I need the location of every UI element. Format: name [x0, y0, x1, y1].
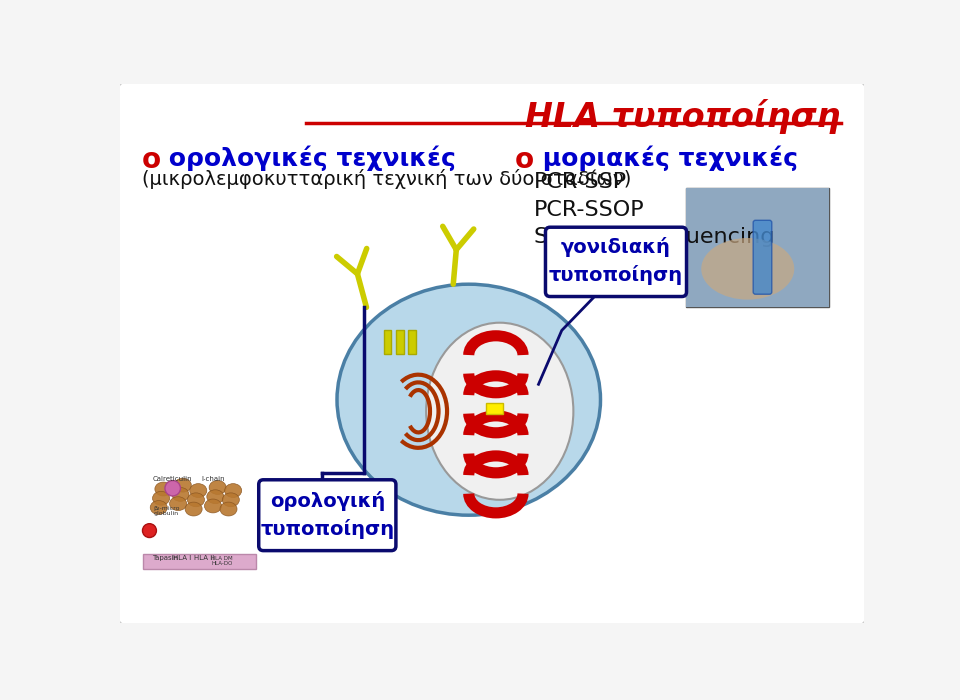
FancyBboxPatch shape: [383, 330, 392, 354]
Ellipse shape: [187, 493, 204, 507]
Ellipse shape: [155, 482, 172, 496]
Text: PCR-SSOP: PCR-SSOP: [534, 199, 644, 220]
Text: (μικρολεμφοκυτταρική τεχνική των δύο σταδίων): (μικρολεμφοκυτταρική τεχνική των δύο στα…: [142, 169, 631, 189]
Text: o: o: [142, 146, 161, 174]
Text: HLA τυποποίηση: HLA τυποποίηση: [525, 99, 841, 134]
Ellipse shape: [701, 238, 794, 300]
Ellipse shape: [165, 480, 180, 496]
Ellipse shape: [190, 484, 206, 498]
FancyBboxPatch shape: [545, 228, 686, 297]
Text: SBT- DNA sequencing: SBT- DNA sequencing: [534, 228, 774, 247]
Text: μοριακές τεχνικές: μοριακές τεχνικές: [534, 146, 798, 171]
Ellipse shape: [225, 484, 242, 498]
Ellipse shape: [220, 502, 237, 516]
FancyBboxPatch shape: [486, 402, 503, 414]
Ellipse shape: [142, 524, 156, 538]
Text: PCR-SSP: PCR-SSP: [534, 172, 627, 192]
Text: ορολογική
τυποποίηση: ορολογική τυποποίηση: [260, 491, 395, 539]
Text: ορολογικές τεχνικές: ορολογικές τεχνικές: [160, 146, 456, 171]
Text: HLA I: HLA I: [173, 555, 191, 561]
Ellipse shape: [153, 491, 170, 505]
Text: β₂-micro
globulin: β₂-micro globulin: [154, 506, 180, 516]
Text: HLA II: HLA II: [194, 555, 214, 561]
Text: Calreticulin: Calreticulin: [153, 475, 192, 482]
FancyBboxPatch shape: [118, 83, 866, 624]
Ellipse shape: [175, 478, 191, 492]
FancyBboxPatch shape: [259, 480, 396, 551]
Ellipse shape: [172, 487, 189, 501]
FancyBboxPatch shape: [143, 554, 255, 569]
FancyBboxPatch shape: [685, 188, 829, 307]
Text: I-chain: I-chain: [202, 475, 225, 482]
Text: γονιδιακή
τυποποίηση: γονιδιακή τυποποίηση: [549, 237, 684, 285]
Ellipse shape: [150, 500, 167, 514]
FancyBboxPatch shape: [685, 188, 829, 307]
Ellipse shape: [185, 502, 203, 516]
Ellipse shape: [223, 493, 239, 507]
Ellipse shape: [426, 323, 573, 500]
Text: HLA DM
HLA-DO: HLA DM HLA-DO: [211, 556, 233, 566]
FancyBboxPatch shape: [754, 220, 772, 294]
Ellipse shape: [206, 490, 224, 504]
FancyBboxPatch shape: [396, 330, 403, 354]
Ellipse shape: [209, 480, 227, 494]
Text: o: o: [516, 146, 535, 174]
Text: Tapasin: Tapasin: [153, 555, 179, 561]
Ellipse shape: [204, 499, 222, 513]
FancyBboxPatch shape: [408, 330, 416, 354]
Ellipse shape: [337, 284, 601, 515]
Ellipse shape: [170, 497, 186, 510]
